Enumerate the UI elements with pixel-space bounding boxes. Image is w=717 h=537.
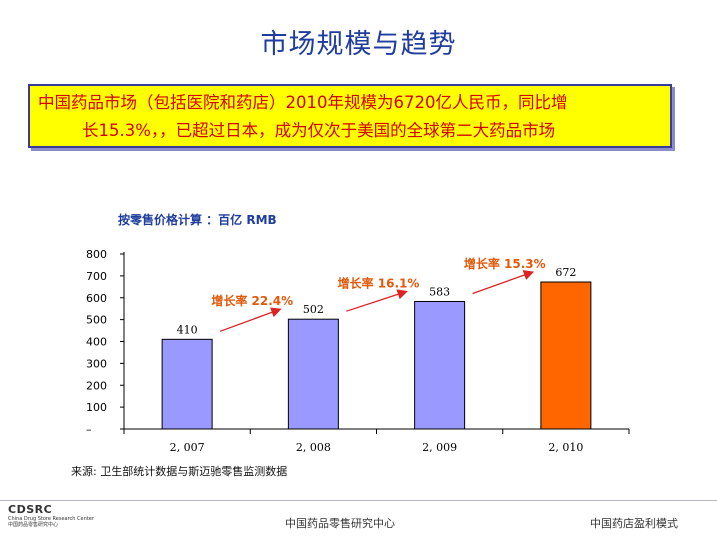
y-tick-label: 500 <box>86 314 107 327</box>
y-tick-label: – <box>86 423 92 436</box>
y-tick-label: 600 <box>86 292 107 305</box>
growth-rate-label: 增长率 22.4% <box>211 293 293 308</box>
unit-note: 按零售价格计算 ：百亿 RMB <box>118 213 277 227</box>
logo-sub-text-cn: 中国药品零售研究中心 <box>8 522 59 528</box>
x-tick-label: 2, 008 <box>296 441 331 454</box>
y-tick-label: 700 <box>86 270 107 283</box>
footer-divider <box>0 500 717 501</box>
y-tick-label: 400 <box>86 336 107 349</box>
y-tick-label: 800 <box>86 248 107 261</box>
bar <box>161 338 213 430</box>
bar <box>287 318 339 430</box>
cdsrc-logo: CDSRC China Drug Store Research Center 中… <box>8 503 94 529</box>
bar-value-label: 410 <box>177 323 198 336</box>
x-tick-label: 2, 009 <box>422 441 457 454</box>
y-tick-label: 100 <box>86 401 107 414</box>
y-tick-label: 300 <box>86 357 107 370</box>
summary-callout: 中国药品市场（包括医院和药店）2010年规模为6720亿人民币，同比增 长15.… <box>28 84 672 148</box>
slide-title: 市场规模与趋势 <box>260 29 457 60</box>
bar <box>414 300 466 430</box>
growth-arrow <box>346 289 408 312</box>
x-tick-label: 2, 007 <box>170 441 205 454</box>
bar-value-label: 672 <box>555 266 576 279</box>
bar-value-label: 583 <box>429 285 450 298</box>
y-tick-label: 200 <box>86 379 107 392</box>
source-note: 来源: 卫生部统计数据与斯迈驰零售监测数据 <box>71 465 288 478</box>
logo-sub-text-en: China Drug Store Research Center <box>8 516 94 522</box>
bar <box>540 281 592 430</box>
growth-arrow <box>472 270 535 295</box>
logo-main-text: CDSRC <box>8 503 53 516</box>
callout-line-1: 中国药品市场（包括医院和药店）2010年规模为6720亿人民币，同比增 <box>38 93 568 112</box>
growth-rate-label: 增长率 15.3% <box>464 256 546 271</box>
growth-rate-label: 增长率 16.1% <box>338 275 420 290</box>
bar-value-label: 502 <box>303 303 324 316</box>
callout-line-2: 长15.3%，，已超过日本，成为仅次于美国的全球第二大药品市场 <box>82 121 556 140</box>
footer-center-text: 中国药品零售研究中心 <box>285 517 395 530</box>
growth-arrow <box>219 307 282 332</box>
footer-right-text: 中国药店盈利模式 <box>590 517 678 530</box>
x-tick-label: 2, 010 <box>548 441 583 454</box>
